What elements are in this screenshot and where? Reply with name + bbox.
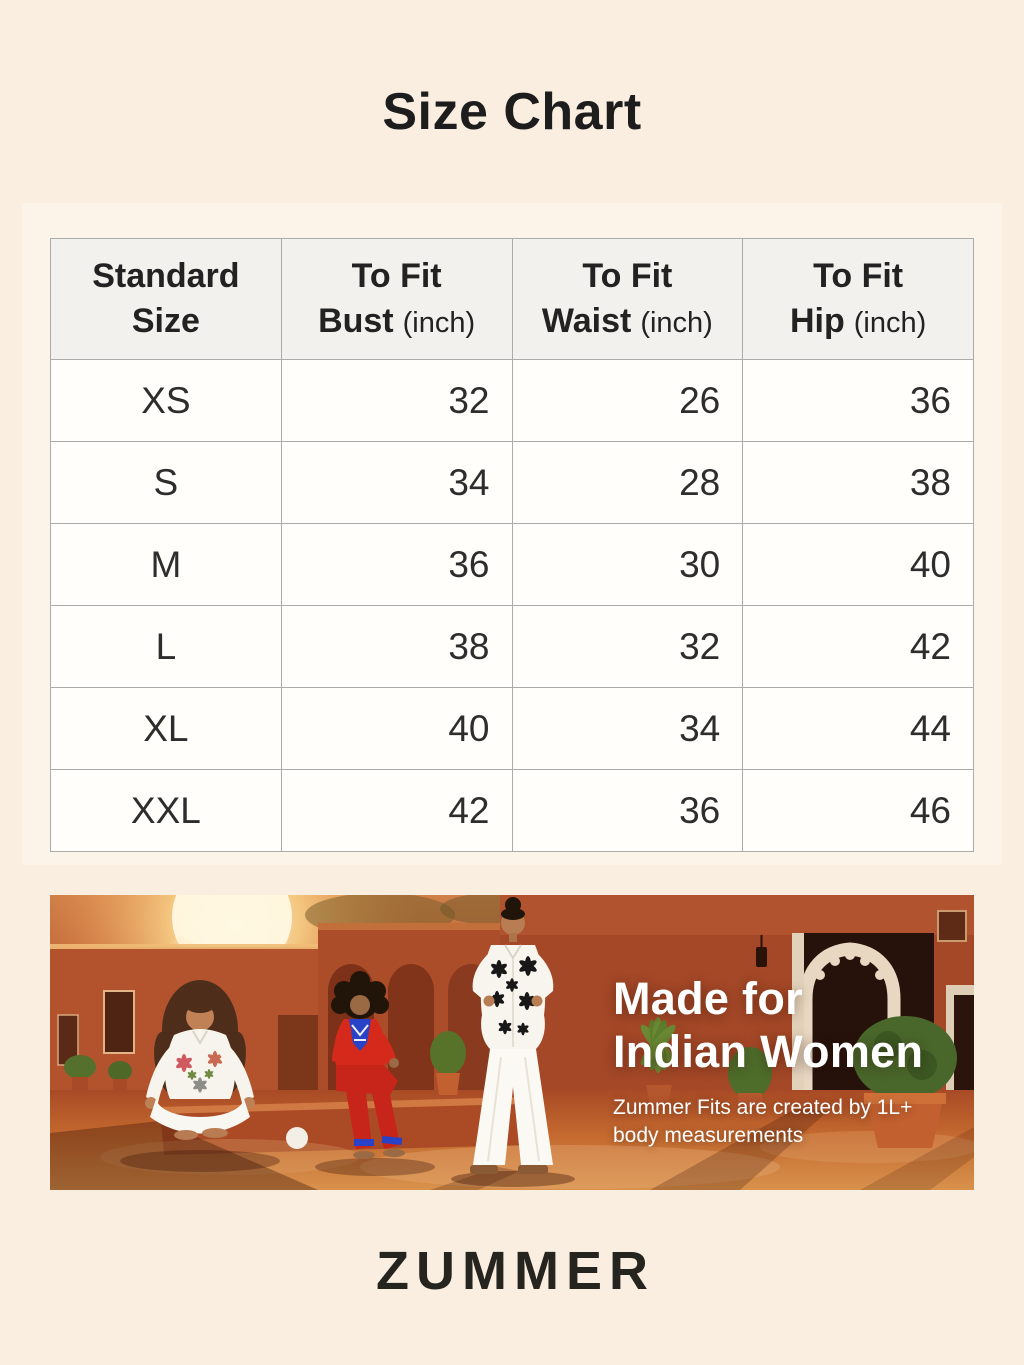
header-line1: To Fit bbox=[813, 257, 904, 296]
promo-banner: Made for Indian Women Zummer Fits are cr… bbox=[50, 895, 974, 1190]
hip-value: 42 bbox=[742, 605, 974, 688]
bust-value: 36 bbox=[280, 523, 513, 606]
waist-value: 26 bbox=[511, 359, 744, 442]
header-unit: (inch) bbox=[402, 307, 476, 339]
sitting-woman-middle bbox=[315, 971, 435, 1176]
hip-value: 46 bbox=[742, 769, 974, 852]
banner-headline-line2: Indian Women bbox=[613, 1025, 924, 1077]
banner-subtext-line1: Zummer Fits are created by 1L+ bbox=[613, 1096, 913, 1120]
size-table: Standard Size To Fit Bust (inch) To Fit W… bbox=[50, 238, 974, 852]
table-row-s: S 34 28 38 bbox=[50, 441, 974, 524]
table-row-xxl: XXL 42 36 46 bbox=[50, 769, 974, 852]
waist-value: 30 bbox=[511, 523, 744, 606]
header-measure-name: Size bbox=[131, 302, 200, 340]
bust-value: 38 bbox=[280, 605, 513, 688]
bust-value: 40 bbox=[280, 687, 513, 770]
size-table-card: Standard Size To Fit Bust (inch) To Fit W… bbox=[22, 203, 1002, 865]
hip-value: 44 bbox=[742, 687, 974, 770]
brand-logo: ZUMMER bbox=[376, 1241, 655, 1301]
col-header-bust: To Fit Bust (inch) bbox=[280, 238, 513, 360]
waist-value: 36 bbox=[511, 769, 744, 852]
col-header-waist: To Fit Waist (inch) bbox=[511, 238, 744, 360]
header-line1: Standard bbox=[92, 257, 240, 296]
bust-value: 42 bbox=[280, 769, 513, 852]
page-title: Size Chart bbox=[382, 83, 642, 141]
banner-subtext: Zummer Fits are created by 1L+ body meas… bbox=[613, 1094, 923, 1150]
size-label: XL bbox=[50, 687, 282, 770]
stone-step bbox=[160, 1097, 524, 1155]
col-header-hip: To Fit Hip (inch) bbox=[742, 238, 974, 360]
waist-value: 34 bbox=[511, 687, 744, 770]
hip-value: 36 bbox=[742, 359, 974, 442]
sitting-woman-left bbox=[120, 980, 280, 1172]
waist-value: 32 bbox=[511, 605, 744, 688]
size-label: XXL bbox=[50, 769, 282, 852]
size-label: XS bbox=[50, 359, 282, 442]
size-label: L bbox=[50, 605, 282, 688]
size-label: S bbox=[50, 441, 282, 524]
header-line1: To Fit bbox=[582, 257, 673, 296]
bust-value: 32 bbox=[280, 359, 513, 442]
header-measure-name: Hip bbox=[789, 302, 845, 340]
header-unit: (inch) bbox=[640, 307, 713, 339]
standing-woman bbox=[430, 897, 575, 1190]
table-row-m: M 36 30 40 bbox=[50, 523, 974, 606]
col-header-standard-size: Standard Size bbox=[50, 238, 282, 360]
bust-value: 34 bbox=[280, 441, 513, 524]
table-row-l: L 38 32 42 bbox=[50, 605, 974, 688]
size-label: M bbox=[50, 523, 282, 606]
header-measure-name: Waist bbox=[541, 302, 632, 340]
header-unit: (inch) bbox=[853, 307, 927, 339]
header-measure-name: Bust bbox=[318, 302, 394, 340]
banner-subtext-line2: body measurements bbox=[613, 1124, 804, 1148]
banner-headline: Made for Indian Women bbox=[613, 973, 923, 1078]
decor-ball bbox=[286, 1127, 308, 1149]
hip-value: 38 bbox=[742, 441, 974, 524]
banner-text-block: Made for Indian Women Zummer Fits are cr… bbox=[613, 973, 923, 1151]
table-row-xs: XS 32 26 36 bbox=[50, 359, 974, 442]
table-row-xl: XL 40 34 44 bbox=[50, 687, 974, 770]
banner-headline-line1: Made for bbox=[613, 973, 803, 1024]
courtyard-photo bbox=[50, 895, 974, 1190]
table-header-row: Standard Size To Fit Bust (inch) To Fit W… bbox=[50, 238, 974, 360]
waist-value: 28 bbox=[511, 441, 744, 524]
hip-value: 40 bbox=[742, 523, 974, 606]
plants-and-pots bbox=[64, 1016, 957, 1148]
header-line1: To Fit bbox=[351, 257, 442, 296]
